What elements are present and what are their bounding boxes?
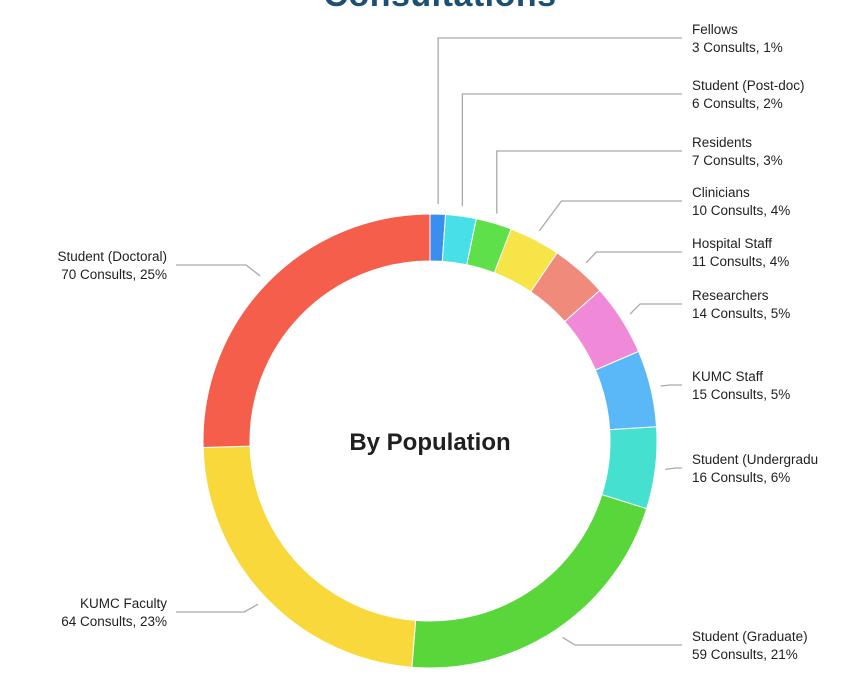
- slice-label-name: Fellows: [692, 22, 738, 37]
- slice-label-name: Residents: [692, 135, 752, 150]
- center-title: By Population: [349, 429, 510, 456]
- leader-line: [665, 467, 682, 471]
- leader-line: [437, 37, 682, 205]
- slice-label-name: Clinicians: [692, 185, 750, 200]
- leader-line: [629, 303, 682, 315]
- slice-kumc-faculty: [202, 445, 417, 668]
- leader-line: [496, 150, 682, 214]
- leader-lines: [176, 37, 682, 646]
- leader-line: [585, 251, 682, 264]
- slice-label-value: 14 Consults, 5%: [692, 306, 790, 321]
- slice-label-value: 59 Consults, 21%: [692, 647, 798, 662]
- slice-labels: Fellows 3 Consults, 1% Student (Post-doc) 6…: [57, 22, 818, 662]
- slice-label-name: Hospital Staff: [692, 236, 772, 251]
- slice-label-name: Researchers: [692, 288, 769, 303]
- leader-line: [562, 636, 682, 646]
- slice-label-value: 70 Consults, 25%: [61, 267, 167, 282]
- slice-label-value: 16 Consults, 6%: [692, 470, 790, 485]
- slice-label-value: 6 Consults, 2%: [692, 96, 783, 111]
- slice-label-name: Student (Doctoral): [57, 249, 167, 264]
- page-heading: Consultations: [0, 0, 867, 15]
- slice-label-value: 7 Consults, 3%: [692, 153, 783, 168]
- slice-label-name: Student (Undergradu: [692, 452, 818, 467]
- slice-label-value: 3 Consults, 1%: [692, 40, 783, 55]
- slice-label-value: 10 Consults, 4%: [692, 203, 790, 218]
- leader-line: [176, 603, 259, 613]
- donut-slices: [202, 213, 658, 669]
- leader-line: [538, 200, 682, 232]
- leader-line: [176, 264, 261, 277]
- slice-label-value: 11 Consults, 4%: [692, 254, 789, 269]
- slice-student-graduate: [411, 494, 648, 669]
- slice-label-name: KUMC Staff: [692, 369, 763, 384]
- slice-student-doctoral: [202, 213, 431, 448]
- slice-label-name: Student (Graduate): [692, 629, 808, 644]
- leader-line: [660, 384, 682, 387]
- slice-student-undergradu: [601, 426, 658, 510]
- slice-label-name: Student (Post-doc): [692, 78, 805, 93]
- slice-label-value: 15 Consults, 5%: [692, 387, 790, 402]
- slice-label-value: 64 Consults, 23%: [61, 614, 167, 629]
- leader-line: [461, 93, 682, 207]
- slice-label-name: KUMC Faculty: [80, 596, 167, 611]
